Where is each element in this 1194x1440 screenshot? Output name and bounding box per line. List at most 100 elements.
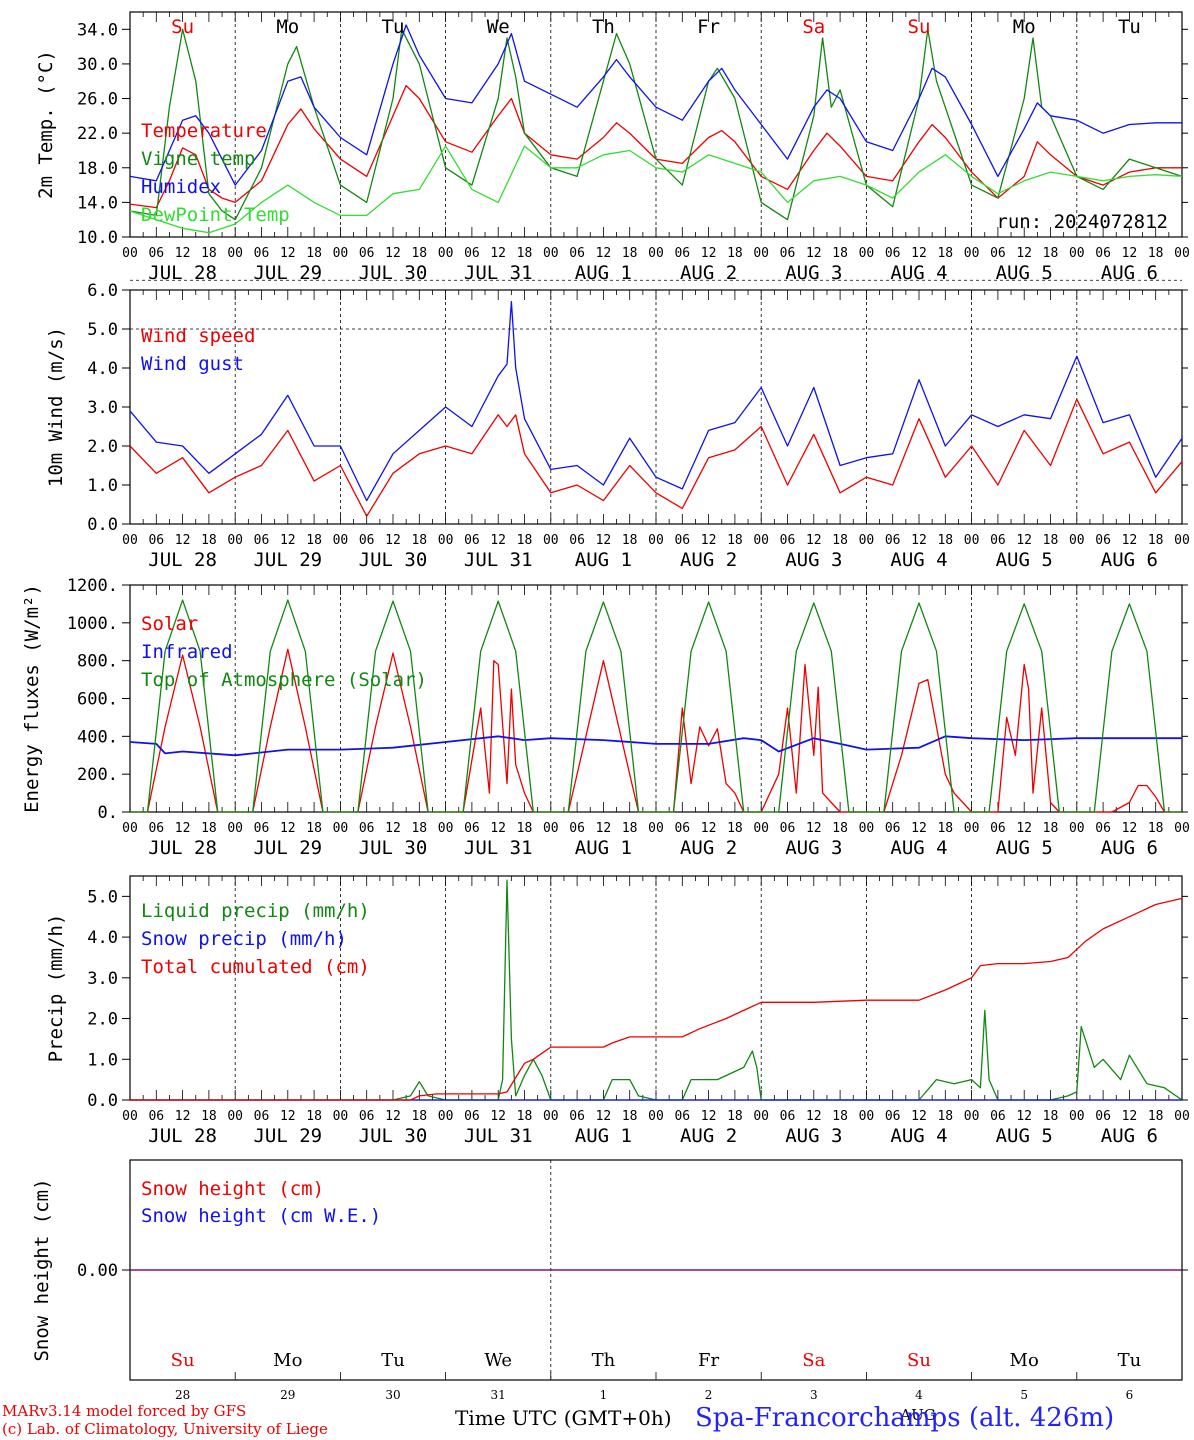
weekday-label: Fr: [697, 16, 720, 38]
hour-tick-label: 06: [359, 533, 375, 548]
hour-tick-label: 18: [937, 821, 953, 836]
hour-tick-label: 06: [254, 821, 270, 836]
hour-tick-label: 12: [596, 1109, 612, 1124]
hour-tick-label: 00: [1174, 1109, 1190, 1124]
y-tick-label: 5.0: [87, 320, 118, 340]
hour-tick-label: 00: [1174, 821, 1190, 836]
date-label: JUL 31: [464, 1125, 533, 1147]
series-line: [129, 24, 1182, 186]
hour-tick-label: 06: [990, 533, 1006, 548]
weekday-label-bottom: Sa: [802, 1350, 825, 1371]
day-number: 1: [600, 1388, 608, 1402]
series-line: [130, 879, 1183, 1101]
hour-tick-label: 12: [596, 821, 612, 836]
hour-tick-label: 06: [885, 533, 901, 548]
hour-tick-label: 12: [280, 246, 296, 261]
date-label: AUG 5: [996, 262, 1053, 284]
legend-entry: Vigne temp: [141, 148, 255, 170]
hour-tick-label: 00: [859, 246, 875, 261]
date-label: JUL 28: [148, 262, 217, 284]
hour-tick-label: 00: [122, 533, 138, 548]
hour-tick-label: 00: [333, 246, 349, 261]
hour-tick-label: 18: [1148, 1109, 1164, 1124]
date-label: AUG 5: [996, 1125, 1053, 1147]
hour-tick-label: 00: [859, 1109, 875, 1124]
legend-entry: Liquid precip (mm/h): [141, 900, 370, 922]
hour-tick-label: 18: [622, 533, 638, 548]
hour-tick-label: 12: [490, 821, 506, 836]
weekday-label: Mo: [276, 16, 299, 38]
day-number: 30: [385, 1388, 400, 1402]
hour-tick-label: 06: [464, 533, 480, 548]
weekday-label: Th: [592, 16, 615, 38]
hour-tick-label: 18: [727, 533, 743, 548]
hour-tick-label: 06: [148, 533, 164, 548]
y-tick-label: 200.: [77, 765, 118, 785]
hour-tick-label: 18: [306, 1109, 322, 1124]
hour-tick-label: 00: [122, 821, 138, 836]
hour-tick-label: 00: [227, 246, 243, 261]
date-label: JUL 30: [359, 837, 428, 859]
series-line: [130, 648, 1182, 813]
date-label: JUL 29: [253, 262, 322, 284]
hour-tick-label: 18: [517, 533, 533, 548]
hour-tick-label: 18: [832, 246, 848, 261]
y-tick-label: 800.: [77, 652, 118, 672]
hour-tick-label: 06: [885, 246, 901, 261]
hour-tick-label: 00: [648, 533, 664, 548]
hour-tick-label: 12: [911, 246, 927, 261]
date-label: JUL 28: [148, 549, 217, 571]
hour-tick-label: 06: [254, 533, 270, 548]
date-label: AUG 6: [1101, 837, 1158, 859]
hour-tick-label: 18: [832, 533, 848, 548]
hour-tick-label: 12: [280, 821, 296, 836]
y-tick-label: 3.0: [87, 969, 118, 989]
hour-tick-label: 12: [596, 246, 612, 261]
date-label: AUG 3: [785, 262, 842, 284]
hour-tick-label: 18: [622, 1109, 638, 1124]
hour-tick-label: 06: [254, 246, 270, 261]
model-credit: MARv3.14 model forced by GFS: [2, 1402, 247, 1420]
hour-tick-label: 06: [885, 1109, 901, 1124]
y-tick-label: 1000.: [67, 614, 118, 634]
date-label: AUG 1: [575, 837, 632, 859]
y-tick-label: 600.: [77, 690, 118, 710]
hour-tick-label: 00: [859, 821, 875, 836]
hour-tick-label: 06: [674, 1109, 690, 1124]
date-label: AUG 5: [996, 837, 1053, 859]
y-axis-label: Energy fluxes (W/m²): [21, 584, 43, 813]
hour-tick-label: 18: [727, 1109, 743, 1124]
date-label: AUG 5: [996, 549, 1053, 571]
hour-tick-label: 00: [543, 533, 559, 548]
date-label: AUG 6: [1101, 549, 1158, 571]
legend-entry: Wind gust: [141, 353, 244, 375]
hour-tick-label: 18: [306, 821, 322, 836]
date-label: AUG 1: [575, 262, 632, 284]
date-label: JUL 29: [253, 549, 322, 571]
hour-tick-label: 06: [569, 533, 585, 548]
hour-tick-label: 12: [596, 533, 612, 548]
hour-tick-label: 12: [911, 821, 927, 836]
hour-tick-label: 00: [648, 821, 664, 836]
weekday-label-bottom: Mo: [273, 1350, 302, 1371]
date-label: AUG 2: [680, 837, 737, 859]
hour-tick-label: 06: [780, 821, 796, 836]
hour-tick-label: 12: [701, 821, 717, 836]
hour-tick-label: 06: [464, 821, 480, 836]
y-tick-label: 1.0: [87, 476, 118, 496]
date-label: AUG 3: [785, 837, 842, 859]
legend-entry: Temperature: [141, 120, 267, 142]
hour-tick-label: 18: [622, 246, 638, 261]
weekday-label: Su: [908, 16, 931, 38]
hour-tick-label: 06: [464, 1109, 480, 1124]
y-tick-label: 1.0: [87, 1050, 118, 1070]
hour-tick-label: 18: [201, 246, 217, 261]
date-label: JUL 29: [253, 837, 322, 859]
date-label: JUL 31: [464, 549, 533, 571]
y-axis-label: 2m Temp. (°C): [35, 50, 57, 199]
hour-tick-label: 18: [517, 246, 533, 261]
date-label: AUG 3: [785, 549, 842, 571]
date-label: AUG 2: [680, 1125, 737, 1147]
hour-tick-label: 06: [569, 1109, 585, 1124]
hour-tick-label: 00: [648, 1109, 664, 1124]
